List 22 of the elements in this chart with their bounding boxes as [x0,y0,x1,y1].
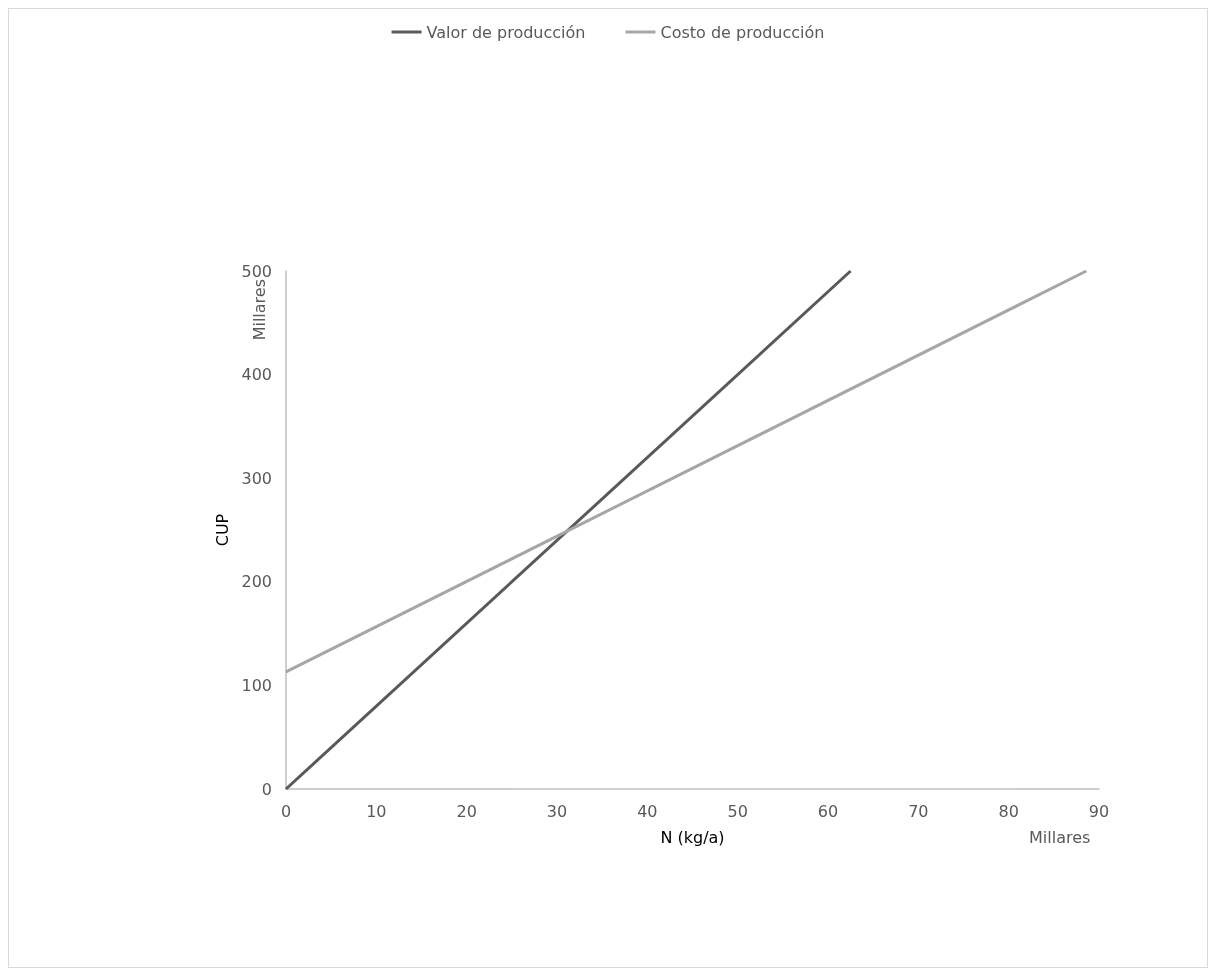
y-tick-label: 200 [241,572,272,592]
x-tick-label: 40 [637,801,658,821]
legend-label: Valor de producción [426,22,586,42]
y-tick-label: 400 [241,365,272,385]
text: Millares [1029,827,1091,847]
y-tick-label: 500 [241,261,272,281]
x-tick-label: 10 [366,801,387,821]
x-tick-label: 0 [280,801,292,821]
y-tick-label: 300 [241,468,272,488]
y-tick-label: 100 [241,675,272,695]
x-tick-label: 50 [727,801,748,821]
x-tick-label: 60 [817,801,839,821]
legend-label: Costo de producción [660,22,825,42]
text: Millares [249,278,269,341]
x-axis-title: N (kg/a) [660,827,725,847]
y-axis-title: CUP [213,513,233,547]
x-tick-label: 90 [1088,801,1110,821]
x-tick-label: 80 [998,801,1019,821]
y-tick-label: 0 [261,779,272,799]
x-tick-label: 20 [456,801,477,821]
x-tick-label: 30 [546,801,568,821]
x-tick-label: 70 [908,801,929,821]
